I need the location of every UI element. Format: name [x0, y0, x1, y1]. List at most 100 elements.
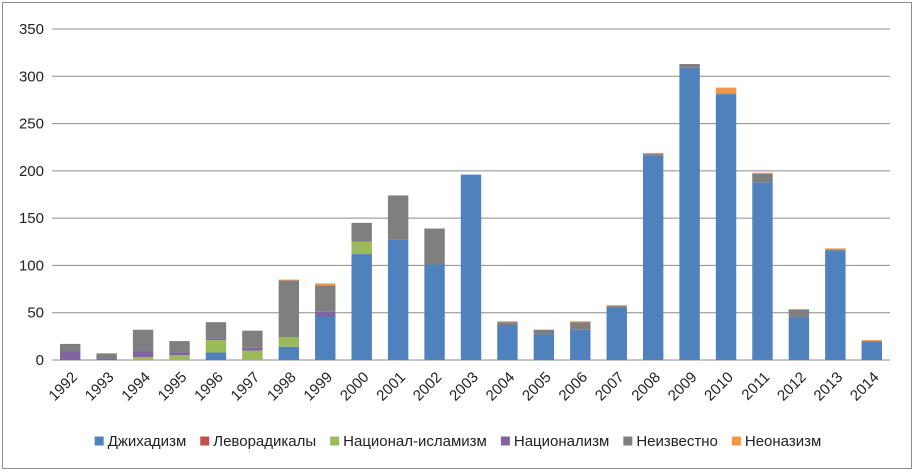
legend: Джихадизм Леворадикалы Национал-исламизм На… [94, 433, 821, 450]
x-tick-label: 2011 [738, 369, 773, 404]
x-tick-label: 2007 [592, 369, 628, 405]
bar-segment [460, 174, 482, 360]
bar-segment [570, 329, 591, 360]
bar-segment [606, 305, 627, 307]
bar-segment [715, 87, 737, 94]
y-tick-label: 50 [27, 305, 44, 322]
legend-label: Национал-исламизм [343, 433, 487, 450]
bar-segment [752, 182, 773, 360]
x-tick-label: 1998 [264, 369, 300, 405]
bar-segment [169, 341, 190, 353]
x-tick-label: 2006 [556, 369, 592, 405]
bar-segment [570, 322, 591, 330]
bar-segment [60, 343, 81, 352]
legend-swatch [200, 436, 210, 446]
legend-swatch [731, 436, 741, 446]
bar-segment [497, 325, 518, 360]
bar-segment [825, 249, 846, 251]
x-tick-label: 2010 [701, 369, 737, 405]
bar-segment [351, 222, 372, 242]
x-tick-label: 1992 [45, 369, 81, 405]
bar-segment [205, 340, 227, 353]
bar-segment [788, 317, 810, 360]
bar-segment [205, 352, 227, 360]
x-tick-label: 2009 [665, 369, 701, 405]
legend-label: Национализм [514, 433, 609, 450]
y-axis-ticks: 0 50 100 150 200 250 300 350 [19, 21, 44, 369]
legend-swatch [330, 436, 340, 446]
bar-segment [642, 152, 664, 154]
legend-swatch [623, 436, 633, 446]
y-tick-label: 150 [19, 210, 44, 227]
x-tick-label: 2012 [774, 369, 810, 405]
bar-segment [752, 172, 773, 174]
x-tick-label: 1997 [228, 369, 264, 405]
bar-segment [169, 352, 190, 356]
bar-segment [825, 248, 846, 250]
bar-segment [205, 322, 227, 339]
bar-segment [570, 321, 591, 323]
x-tick-label: 2001 [373, 369, 409, 405]
x-tick-label: 1996 [191, 369, 227, 405]
y-tick-label: 200 [19, 163, 44, 180]
bar-segment [424, 228, 445, 265]
x-axis-ticks: 1992 1993 1994 1995 1996 1997 1998 1999 2000 2001… [45, 369, 882, 405]
bar-segment [715, 93, 737, 95]
bar-segment [642, 155, 664, 360]
legend-swatch [500, 436, 510, 446]
bar-segment [606, 306, 627, 308]
x-tick-label: 2014 [847, 369, 883, 405]
bar-segment [278, 337, 300, 347]
bar-segment [533, 329, 555, 335]
bar-segment [205, 338, 227, 341]
legend-label: Неизвестно [636, 433, 718, 450]
legend-label: Леворадикалы [213, 433, 316, 450]
y-tick-label: 0 [36, 352, 44, 369]
bar-segment [278, 346, 300, 360]
bar-segment [169, 355, 190, 360]
bar-segment [788, 309, 810, 318]
bar-segment [387, 239, 409, 360]
bar-segment [351, 254, 372, 360]
bar-segment [642, 153, 664, 156]
x-tick-label: 2000 [337, 369, 373, 405]
bar-segment [242, 330, 263, 348]
bar-segment [315, 316, 336, 360]
bar-segment [533, 334, 555, 360]
x-tick-label: 2003 [446, 369, 482, 405]
bar-segment [497, 322, 518, 326]
bars [60, 63, 882, 361]
bar-segment [96, 358, 117, 360]
grid-lines [52, 28, 890, 361]
x-tick-label: 2008 [628, 369, 664, 405]
bar-segment [132, 329, 154, 352]
x-tick-label: 1995 [155, 369, 191, 405]
bar-segment [497, 321, 518, 323]
bar-segment [606, 307, 627, 360]
y-tick-label: 350 [19, 21, 44, 38]
bar-segment [278, 279, 300, 281]
x-tick-label: 2013 [811, 369, 847, 405]
bar-segment [242, 347, 263, 351]
bar-segment [60, 351, 81, 360]
x-tick-label: 2005 [519, 369, 555, 405]
bar-segment [861, 341, 882, 343]
bar-segment [96, 353, 117, 359]
bar-segment [424, 264, 445, 360]
x-tick-label: 1994 [118, 369, 154, 405]
x-tick-label: 1993 [82, 369, 118, 405]
bar-segment [132, 351, 154, 358]
y-tick-label: 300 [19, 68, 44, 85]
legend-label: Джихадизм [108, 433, 187, 450]
bar-segment [715, 94, 737, 361]
y-tick-label: 250 [19, 116, 44, 133]
bar-segment [752, 173, 773, 183]
bar-segment [861, 342, 882, 360]
bar-segment [825, 250, 846, 360]
x-tick-label: 2004 [483, 369, 519, 405]
x-tick-label: 2002 [410, 369, 446, 405]
bar-segment [315, 283, 336, 286]
bar-segment [132, 357, 154, 360]
bar-segment [387, 195, 409, 240]
